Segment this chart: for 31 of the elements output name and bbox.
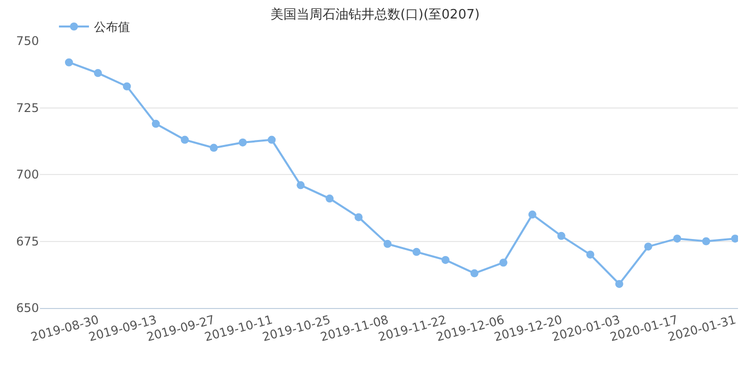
y-tick-label: 750 [16, 34, 39, 48]
point [238, 138, 247, 146]
point [210, 144, 218, 152]
point [615, 280, 624, 288]
point [499, 258, 508, 267]
point [412, 248, 421, 256]
point [326, 194, 334, 203]
point [180, 136, 189, 144]
point [731, 234, 738, 243]
y-tick-label: 675 [16, 234, 39, 248]
y-tick-label: 725 [16, 100, 39, 115]
point [64, 58, 73, 66]
point [586, 250, 594, 259]
point [94, 69, 102, 78]
chart-title: 美国当周石油钻井总数(口)(至0207) [270, 6, 480, 22]
point [644, 242, 652, 251]
y-tick-label: 650 [16, 301, 39, 316]
point [296, 181, 305, 190]
point [673, 234, 682, 243]
point [528, 210, 536, 219]
point [354, 213, 363, 222]
point [122, 82, 131, 90]
point [441, 256, 450, 264]
point [702, 237, 710, 246]
point [268, 136, 276, 144]
point [384, 240, 392, 248]
legend-label: 公布值 [94, 20, 130, 34]
point [152, 120, 160, 128]
point [557, 232, 566, 240]
point [470, 269, 478, 278]
y-tick-label: 700 [16, 168, 39, 182]
